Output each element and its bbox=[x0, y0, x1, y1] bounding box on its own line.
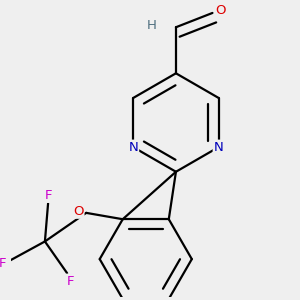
Text: F: F bbox=[44, 189, 52, 202]
Text: N: N bbox=[128, 141, 138, 154]
Text: O: O bbox=[215, 4, 226, 17]
Text: F: F bbox=[0, 257, 6, 270]
Text: O: O bbox=[73, 205, 83, 218]
Text: N: N bbox=[214, 141, 224, 154]
Text: H: H bbox=[147, 19, 157, 32]
Text: F: F bbox=[67, 275, 74, 288]
